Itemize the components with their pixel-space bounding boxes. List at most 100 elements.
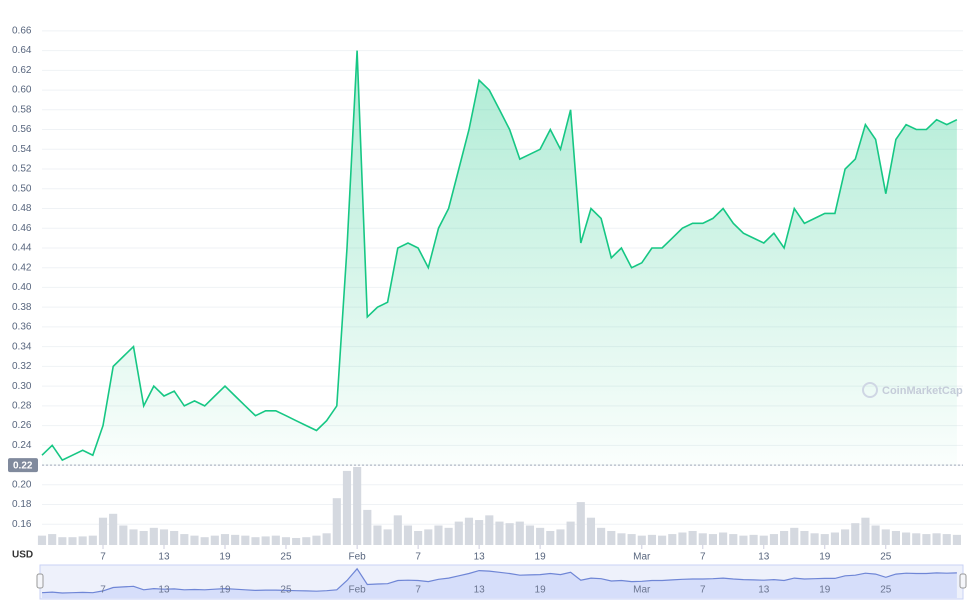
volume-bar <box>58 537 67 545</box>
volume-bars <box>37 467 961 545</box>
volume-bar <box>647 534 657 545</box>
volume-bar <box>373 525 382 545</box>
volume-bar <box>749 534 758 545</box>
volume-bar <box>464 517 474 545</box>
volume-bar <box>668 534 677 545</box>
x-tick-label: 19 <box>535 552 547 563</box>
volume-bar <box>170 530 179 545</box>
volume-bar <box>139 530 148 545</box>
volume-bar <box>790 527 799 545</box>
y-tick-label: 0.36 <box>12 322 32 333</box>
volume-bar <box>251 537 260 545</box>
volume-bar <box>475 520 484 545</box>
y-tick-label: 0.26 <box>12 420 32 431</box>
navigator-handle[interactable] <box>959 573 967 589</box>
x-tick-label: 7 <box>700 552 706 563</box>
navigator-area <box>42 568 957 598</box>
y-tick-label: 0.50 <box>12 183 32 194</box>
y-tick-label: 0.48 <box>12 203 32 214</box>
volume-bar <box>881 529 890 545</box>
volume-bar <box>688 530 697 545</box>
navigator-handle[interactable] <box>36 573 44 589</box>
y-tick-label: 0.20 <box>12 479 32 490</box>
y-tick-label: 0.40 <box>12 282 32 293</box>
volume-bar <box>119 525 128 545</box>
volume-bar <box>810 533 819 545</box>
volume-bar <box>891 530 900 545</box>
volume-bar <box>719 532 728 545</box>
volume-bar <box>739 535 748 545</box>
y-tick-label: 0.66 <box>12 25 32 36</box>
watermark: CoinMarketCap <box>862 382 963 398</box>
volume-bar <box>241 535 250 545</box>
volume-bar <box>271 535 280 545</box>
y-tick-label: 0.62 <box>12 65 32 76</box>
volume-bar <box>861 517 870 545</box>
navigator-tick-label: 13 <box>158 585 170 596</box>
navigator-tick-label: 25 <box>280 585 292 596</box>
volume-bar <box>820 534 829 545</box>
volume-bar <box>98 517 108 545</box>
volume-bar <box>190 535 199 545</box>
watermark-text: CoinMarketCap <box>882 385 963 397</box>
volume-bar <box>444 527 453 545</box>
volume-bar <box>210 535 219 545</box>
volume-bar <box>200 537 209 545</box>
x-tick-label: 13 <box>158 552 170 563</box>
volume-bar <box>363 509 372 545</box>
navigator-tick-label: 13 <box>474 585 486 596</box>
volume-bar <box>830 532 839 545</box>
y-tick-label: 0.42 <box>12 262 32 273</box>
volume-bar <box>353 467 362 545</box>
volume-bar <box>37 535 47 545</box>
x-tick-label: 7 <box>100 552 106 563</box>
volume-bar <box>342 470 352 545</box>
volume-bar <box>495 521 504 545</box>
volume-bar <box>332 498 341 545</box>
x-tick-label: Mar <box>633 552 651 563</box>
navigator-tick-label: 7 <box>700 585 706 596</box>
volume-bar <box>627 534 636 545</box>
volume-bar <box>485 515 494 545</box>
volume-bar <box>403 525 413 545</box>
volume-bar <box>607 530 616 545</box>
navigator-tick-label: Mar <box>633 585 651 596</box>
volume-bar <box>149 527 158 545</box>
volume-bar <box>231 534 240 545</box>
volume-bar <box>48 534 57 545</box>
volume-bar <box>759 535 768 545</box>
volume-bar <box>129 529 138 545</box>
navigator-tick-label: 13 <box>758 585 770 596</box>
plot: 0.22 <box>8 50 963 473</box>
y-tick-label: 0.38 <box>12 302 32 313</box>
reference-label-bg <box>8 458 38 473</box>
x-tick-label: Feb <box>349 552 367 563</box>
navigator-tick-label: 19 <box>219 585 231 596</box>
navigator-tick-label: Feb <box>349 585 367 596</box>
volume-bar <box>78 536 87 545</box>
y-tick-label: 0.16 <box>12 519 32 530</box>
volume-bar <box>637 535 646 545</box>
volume-bar <box>556 529 565 545</box>
y-tick-label: 0.44 <box>12 243 32 254</box>
y-tick-label: 0.30 <box>12 381 32 392</box>
volume-bar <box>312 535 321 545</box>
volume-bar <box>261 536 270 545</box>
watermark-logo <box>862 382 878 398</box>
volume-bar <box>546 530 555 545</box>
volume-bar <box>159 529 169 545</box>
volume-bar <box>180 534 189 545</box>
y-tick-label: 0.28 <box>12 400 32 411</box>
y-tick-label: 0.64 <box>12 45 32 56</box>
navigator-tick-label: 19 <box>535 585 547 596</box>
x-tick-label: 25 <box>880 552 892 563</box>
y-tick-label: 0.46 <box>12 223 32 234</box>
navigator-tick-label: 7 <box>100 585 106 596</box>
volume-bar <box>536 527 545 545</box>
y-tick-label: 0.52 <box>12 164 32 175</box>
x-tick-label: 25 <box>280 552 292 563</box>
y-tick-label: 0.58 <box>12 104 32 115</box>
navigator: 7 13 19 25 Feb 7 13 19 Mar 7 13 19 25 <box>36 564 967 600</box>
volume-bar <box>597 527 606 545</box>
